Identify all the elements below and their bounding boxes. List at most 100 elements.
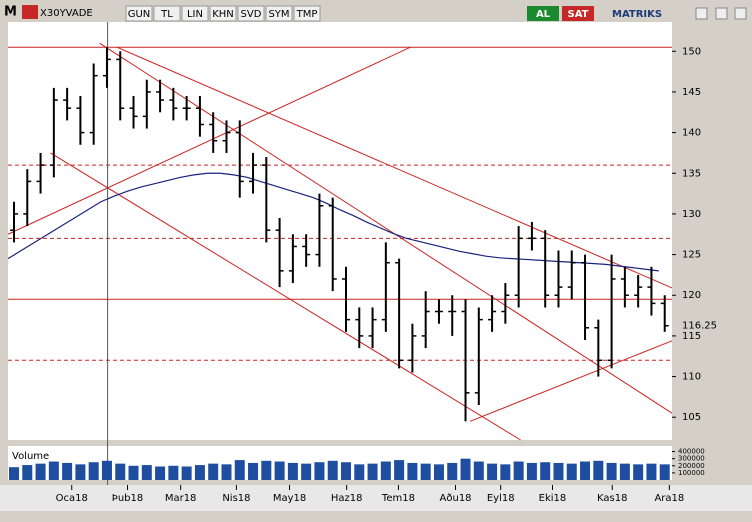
y-tick-label: 115 <box>682 331 701 342</box>
volume-bar <box>433 464 444 480</box>
y-tick-label: 130 <box>682 209 701 220</box>
volume-bar <box>553 462 564 480</box>
toolbar-button-label: TMP <box>296 9 318 20</box>
volume-bar <box>181 466 192 480</box>
sell-button[interactable] <box>562 6 594 21</box>
toolbar-button-label: SVD <box>241 9 262 20</box>
logo: M <box>4 5 17 20</box>
trendline <box>50 152 521 441</box>
toolbar-button-label: LIN <box>187 9 203 20</box>
maximize-button[interactable] <box>715 7 728 20</box>
volume-tick-label: 400000 <box>678 448 705 456</box>
trendline <box>7 46 411 235</box>
volume-bar <box>234 460 245 480</box>
volume-bar <box>128 465 139 480</box>
volume-bar <box>460 458 471 480</box>
y-tick-label: 110 <box>682 372 701 383</box>
last-price: 116.25 <box>682 321 717 332</box>
close-button[interactable] <box>734 7 747 20</box>
volume-bar <box>208 463 219 480</box>
volume-bar <box>35 463 46 480</box>
volume-bar <box>619 463 630 480</box>
volume-bar <box>274 461 285 480</box>
volume-bar <box>75 464 86 480</box>
x-tick-label: Tem18 <box>381 493 415 504</box>
volume-bar <box>526 462 537 480</box>
close-symbol[interactable] <box>22 5 38 19</box>
x-tick-label: Kas18 <box>597 493 627 504</box>
x-axis-bar <box>0 485 752 511</box>
buy-label: AL <box>536 9 551 20</box>
volume-bar <box>593 460 604 480</box>
volume-bar <box>606 462 617 480</box>
volume-bar <box>9 467 19 480</box>
volume-bar <box>580 461 591 480</box>
toolbar-button[interactable] <box>293 5 321 22</box>
volume-bar <box>566 463 577 480</box>
volume-bar <box>354 464 365 480</box>
volume-bar <box>62 462 73 480</box>
x-tick-label: Oca18 <box>56 493 88 504</box>
x-tick-label: Aðu18 <box>440 493 472 504</box>
volume-bar <box>88 462 99 480</box>
x-tick-label: Eki18 <box>539 493 567 504</box>
symbol[interactable]: X30YVADE <box>40 8 93 19</box>
volume-bar <box>327 460 338 480</box>
volume-bar <box>101 460 112 480</box>
volume-bar <box>513 461 524 480</box>
y-tick-label: 135 <box>682 168 701 179</box>
sell-label: SAT <box>568 9 589 20</box>
toolbar-button[interactable] <box>181 5 209 22</box>
volume-tick-label: 200000 <box>678 462 705 470</box>
volume-bar <box>633 464 644 480</box>
volume-tick-label: 100000 <box>678 469 705 477</box>
toolbar-button-label: GUN <box>128 9 151 20</box>
volume-bar <box>115 463 126 480</box>
y-tick-label: 150 <box>682 46 701 57</box>
volume-tick-label: 300000 <box>678 455 705 463</box>
toolbar-button[interactable] <box>209 5 237 22</box>
price-panel <box>8 22 672 440</box>
volume-bar <box>500 464 511 480</box>
y-tick-label: 105 <box>682 412 701 423</box>
volume-bar <box>194 465 205 480</box>
volume-bar <box>155 466 166 480</box>
volume-bar <box>646 463 657 480</box>
toolbar-button-label: TL <box>160 9 173 20</box>
y-tick-label: 125 <box>682 250 701 261</box>
volume-bar <box>22 465 33 480</box>
volume-bar <box>221 464 232 480</box>
y-tick-label: 120 <box>682 290 701 301</box>
buy-button[interactable] <box>527 6 559 21</box>
y-tick-label: 145 <box>682 87 701 98</box>
toolbar-button[interactable] <box>237 5 265 22</box>
volume-bar <box>248 462 259 480</box>
trendline <box>469 340 673 422</box>
volume-bar <box>301 463 312 480</box>
toolbar-button[interactable] <box>153 5 181 22</box>
volume-bar <box>341 462 351 480</box>
toolbar-button[interactable] <box>125 5 153 22</box>
x-tick-label: Haz18 <box>331 493 363 504</box>
brand: MATRIKS <box>612 9 662 20</box>
trendline <box>116 46 673 289</box>
x-tick-label: Nis18 <box>222 493 250 504</box>
volume-bar <box>659 464 670 480</box>
toolbar-button[interactable] <box>265 5 293 22</box>
x-tick-label: Ara18 <box>654 493 684 504</box>
volume-bar <box>447 462 458 480</box>
toolbar-button-label: KHN <box>212 9 234 20</box>
volume-label: Volume <box>12 451 49 462</box>
volume-bar <box>540 462 551 480</box>
volume-bar <box>420 463 431 480</box>
volume-bar <box>487 463 498 480</box>
volume-bar <box>141 465 152 480</box>
volume-bar <box>314 462 325 480</box>
volume-bar <box>380 461 391 480</box>
volume-bar <box>168 465 179 480</box>
volume-bar <box>367 463 378 480</box>
volume-bar <box>261 460 272 480</box>
x-tick-label: May18 <box>273 493 306 504</box>
minimize-button[interactable] <box>695 7 708 20</box>
